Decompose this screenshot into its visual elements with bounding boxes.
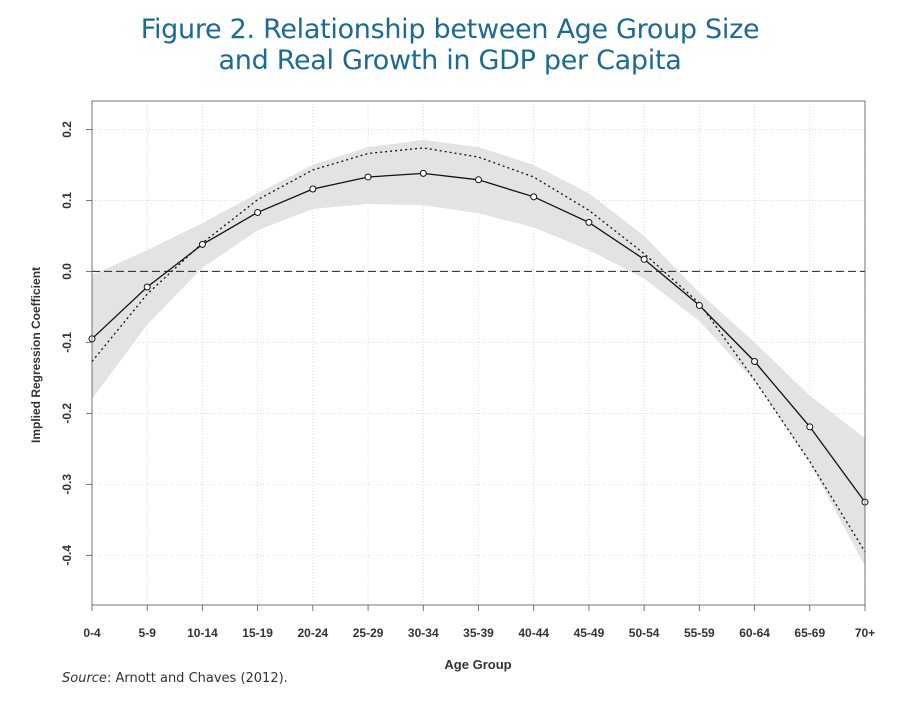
x-tick-label: 15-19 <box>242 626 273 640</box>
figure-title: Figure 2. Relationship between Age Group… <box>0 14 900 76</box>
data-point <box>309 185 317 193</box>
x-tick-label: 0-4 <box>83 626 101 640</box>
data-point <box>364 173 372 181</box>
title-line-1: Figure 2. Relationship between Age Group… <box>140 14 760 45</box>
y-axis-ticks: -0.4 -0.3 -0.2 -0.1 0.0 0.1 0.2 <box>60 121 92 566</box>
x-tick-label: 30-34 <box>408 626 439 640</box>
source-note: Source: Arnott and Chaves (2012). <box>62 671 288 686</box>
x-tick-label: 40-44 <box>518 626 549 640</box>
data-point <box>143 283 151 291</box>
x-tick-label: 10-14 <box>187 626 218 640</box>
x-tick-label: 25-29 <box>353 626 384 640</box>
data-point <box>585 218 593 226</box>
data-point <box>806 423 814 431</box>
y-tick-label: 0.0 <box>60 263 74 280</box>
x-tick-label: 50-54 <box>629 626 660 640</box>
data-point <box>254 208 262 216</box>
data-point <box>640 255 648 263</box>
x-tick-label: 65-69 <box>794 626 825 640</box>
source-text: : Arnott and Chaves (2012). <box>106 671 288 686</box>
y-axis-label: Implied Regression Coefficient <box>29 267 43 443</box>
y-tick-label: -0.1 <box>60 332 74 353</box>
data-point <box>419 169 427 177</box>
y-tick-label: -0.4 <box>60 545 74 566</box>
data-point <box>751 358 759 366</box>
x-axis-ticks: 0-4 5-9 10-14 15-19 20-24 25-29 30-34 35-39 40-4… <box>83 605 875 640</box>
data-point <box>198 240 206 248</box>
x-tick-label: 60-64 <box>739 626 770 640</box>
y-tick-label: 0.1 <box>60 192 74 209</box>
x-tick-label: 55-59 <box>684 626 715 640</box>
x-tick-label: 5-9 <box>139 626 157 640</box>
x-tick-label: 35-39 <box>463 626 494 640</box>
y-tick-label: 0.2 <box>60 121 74 138</box>
y-tick-label: -0.2 <box>60 403 74 424</box>
data-points <box>88 169 869 506</box>
source-label: Source <box>62 671 107 686</box>
title-line-2: and Real Growth in GDP per Capita <box>218 45 682 76</box>
x-tick-label: 45-49 <box>574 626 605 640</box>
series-dotted-line <box>91 147 866 553</box>
data-point <box>530 193 538 201</box>
x-tick-label: 20-24 <box>298 626 329 640</box>
x-tick-label: 70+ <box>855 626 875 640</box>
y-tick-label: -0.3 <box>60 474 74 495</box>
data-point <box>475 176 482 184</box>
data-point <box>695 301 703 309</box>
x-axis-label: Age Group <box>444 657 511 672</box>
